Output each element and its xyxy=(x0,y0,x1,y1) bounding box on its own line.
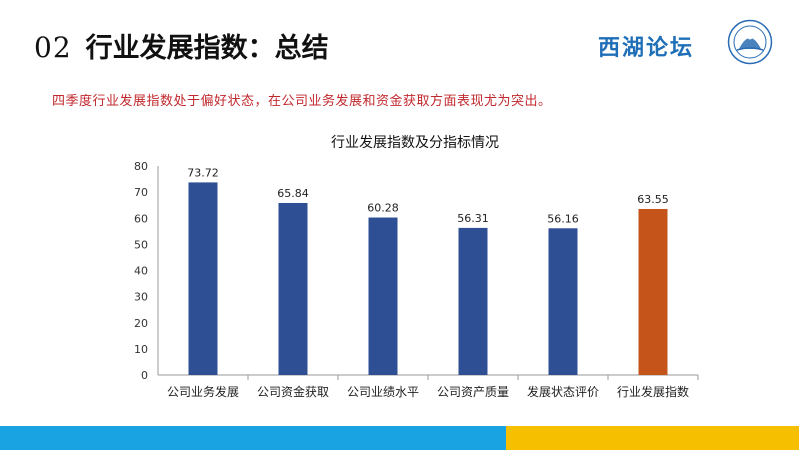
y-tick-label: 60 xyxy=(134,212,148,225)
y-tick-label: 40 xyxy=(134,265,148,278)
bar-value-label: 63.55 xyxy=(637,193,669,206)
footer-stripe-blue xyxy=(0,426,506,450)
bar xyxy=(548,228,578,375)
x-tick-label: 发展状态评价 xyxy=(527,384,599,399)
y-tick-label: 80 xyxy=(134,160,148,173)
x-tick-label: 公司业绩水平 xyxy=(347,385,419,399)
x-tick-label: 公司业务发展 xyxy=(167,384,239,399)
bar xyxy=(188,182,218,375)
bar xyxy=(368,217,398,375)
chart-title: 行业发展指数及分指标情况 xyxy=(331,135,499,151)
bar-value-label: 56.16 xyxy=(547,212,579,225)
y-tick-label: 10 xyxy=(134,343,148,356)
bar xyxy=(638,208,668,375)
bar xyxy=(458,227,488,375)
bar xyxy=(278,202,308,375)
y-tick-label: 0 xyxy=(141,369,148,382)
y-tick-label: 50 xyxy=(134,238,148,251)
y-tick-label: 30 xyxy=(134,291,148,304)
summary-text: 四季度行业发展指数处于偏好状态，在公司业务发展和资金获取方面表现尤为突出。 xyxy=(52,94,552,109)
y-tick-label: 20 xyxy=(134,317,148,330)
x-tick-label: 公司资金获取 xyxy=(257,384,329,399)
emblem-icon xyxy=(727,19,773,65)
y-axis-ticks: 0 10 20 30 40 50 60 70 80 xyxy=(134,160,148,382)
bar-value-label: 65.84 xyxy=(277,187,309,200)
bar-value-label: 60.28 xyxy=(367,202,399,215)
footer-stripe-yellow xyxy=(506,426,799,450)
bar-series: 73.72 65.84 60.28 56.31 56.16 63.55 xyxy=(187,166,669,375)
x-tick-label: 行业发展指数 xyxy=(617,384,689,399)
page-header: 02 行业发展指数：总结 xyxy=(34,26,329,66)
brand-name: 西湖论坛 xyxy=(598,35,695,61)
x-tick-label: 公司资产质量 xyxy=(437,385,509,399)
y-tick-label: 70 xyxy=(134,186,148,199)
bar-value-label: 56.31 xyxy=(457,212,489,225)
x-axis-labels: 公司业务发展 公司资金获取 公司业绩水平 公司资产质量 发展状态评价 行业发展指数 xyxy=(167,375,699,399)
section-number: 02 xyxy=(34,31,72,64)
page-title: 行业发展指数：总结 xyxy=(85,33,329,64)
bar-value-label: 73.72 xyxy=(187,166,219,179)
